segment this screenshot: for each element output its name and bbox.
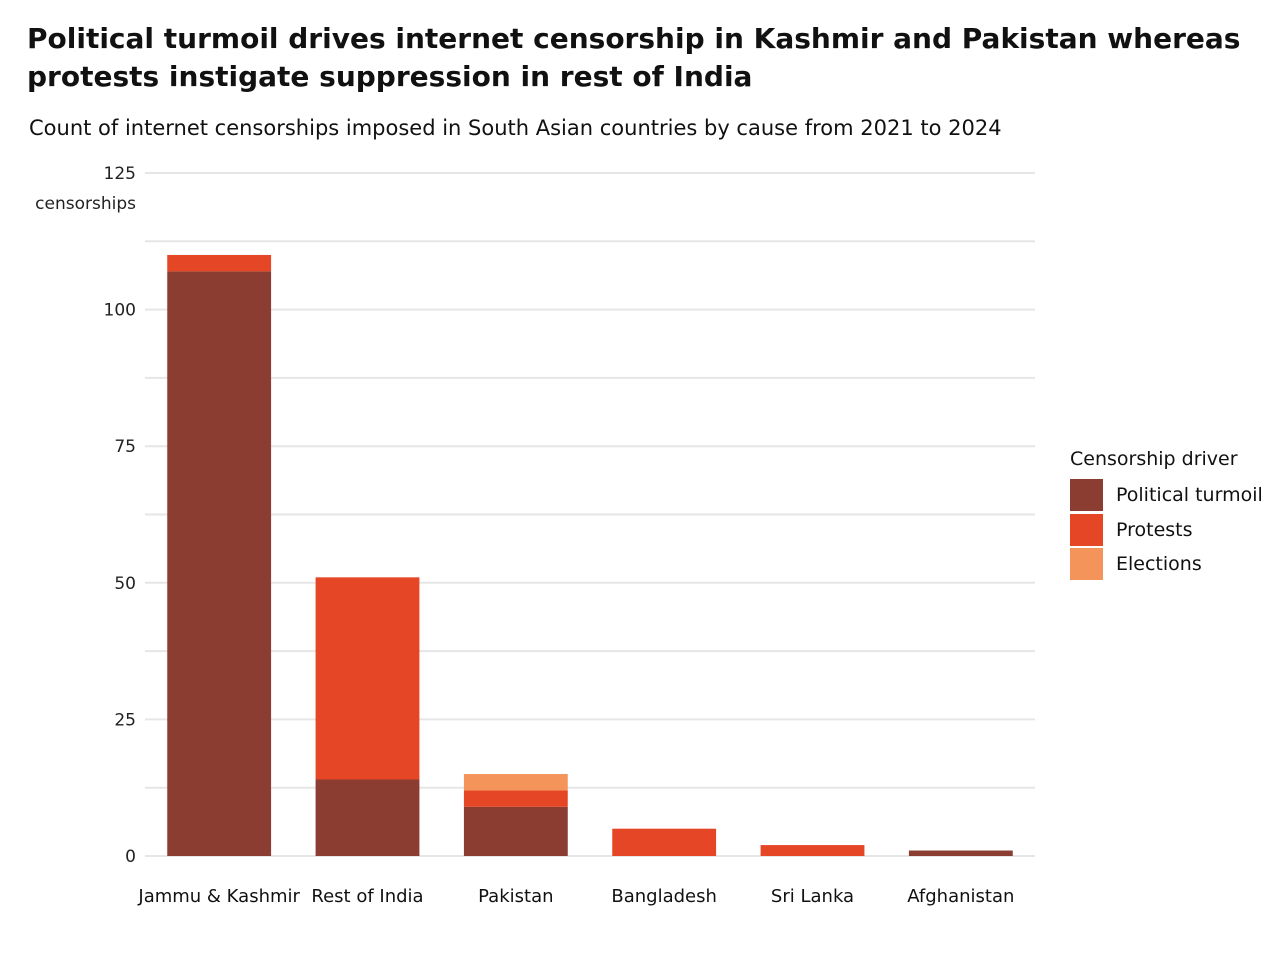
x-tick-label: Rest of India bbox=[311, 886, 423, 907]
legend-items: Political turmoil Protests Elections bbox=[1070, 478, 1263, 582]
legend-label: Political turmoil bbox=[1116, 484, 1263, 507]
legend-item: Political turmoil bbox=[1070, 478, 1263, 513]
bar-segment bbox=[315, 577, 420, 780]
y-tick-label: 25 bbox=[114, 710, 136, 730]
bar-segment bbox=[463, 806, 568, 856]
x-tick-label: Afghanistan bbox=[907, 886, 1014, 907]
bar-segment bbox=[463, 790, 568, 807]
chart-subtitle: Count of internet censorships imposed in… bbox=[29, 116, 1002, 140]
legend-label: Elections bbox=[1116, 553, 1202, 576]
y-tick-label: 75 bbox=[114, 437, 136, 457]
y-axis-label: censorships bbox=[35, 194, 136, 214]
legend-title: Censorship driver bbox=[1070, 448, 1238, 470]
x-tick-label: Bangladesh bbox=[611, 886, 717, 907]
legend-label: Protests bbox=[1116, 518, 1193, 541]
bar-segment bbox=[612, 828, 717, 856]
legend-swatch bbox=[1070, 479, 1103, 512]
y-tick-label: 50 bbox=[114, 574, 136, 594]
legend-swatch bbox=[1070, 548, 1103, 581]
bar-segment bbox=[167, 254, 272, 272]
bars bbox=[167, 254, 1013, 856]
bar-segment bbox=[463, 774, 568, 791]
bar-segment bbox=[760, 845, 865, 856]
bar-segment bbox=[167, 271, 272, 856]
legend: Censorship driver Political turmoil Prote… bbox=[1070, 448, 1263, 582]
bar-segment bbox=[315, 779, 420, 856]
x-tick-label: Jammu & Kashmir bbox=[137, 886, 300, 907]
gridlines bbox=[145, 172, 1035, 857]
legend-item: Protests bbox=[1070, 513, 1263, 548]
y-tick-label: 0 bbox=[125, 847, 136, 867]
y-tick-label: 125 bbox=[104, 164, 136, 184]
legend-item: Elections bbox=[1070, 547, 1263, 582]
y-tick-label: 100 bbox=[104, 301, 136, 321]
bar-segment bbox=[908, 850, 1013, 856]
x-tick-label: Sri Lanka bbox=[771, 886, 854, 907]
legend-swatch bbox=[1070, 513, 1103, 546]
y-axis: 0 25 50 75 100 125 censorships bbox=[35, 164, 136, 867]
x-axis: Jammu & Kashmir Rest of India Pakistan Bang… bbox=[137, 886, 1014, 907]
x-tick-label: Pakistan bbox=[478, 886, 553, 907]
chart-title: Political turmoil drives internet censor… bbox=[27, 22, 1241, 93]
